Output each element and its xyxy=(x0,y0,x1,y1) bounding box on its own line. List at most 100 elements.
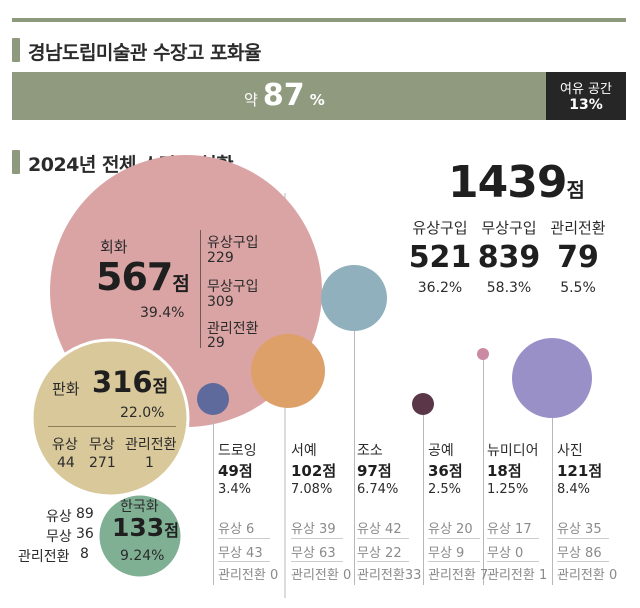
category-donated: 무상 86 xyxy=(557,546,602,561)
painting-label-transfer: 관리전환 xyxy=(207,321,259,337)
category-paid: 유상 42 xyxy=(357,522,402,537)
category-paid: 유상 17 xyxy=(487,522,532,537)
category-paid: 유상 20 xyxy=(428,522,473,537)
print-label-transfer: 관리전환 xyxy=(125,437,177,453)
painting-percent: 39.4% xyxy=(140,305,185,321)
drawing-bubble xyxy=(197,383,229,415)
korean-value-transfer: 8 xyxy=(80,546,89,562)
category-separator xyxy=(557,561,609,562)
category-separator xyxy=(218,561,270,562)
category-paid: 유상 39 xyxy=(291,522,336,537)
category-count-unit: 점 xyxy=(322,462,337,480)
category-count-unit: 점 xyxy=(377,462,392,480)
category-count-value: 97 xyxy=(357,462,378,480)
category-percent: 1.25% xyxy=(487,482,529,497)
total-unit: 점 xyxy=(566,178,585,202)
korean-count-value: 133 xyxy=(112,513,165,542)
section-title-saturation: 경남도립미술관 수장고 포화율 xyxy=(28,42,261,64)
category-count-unit: 점 xyxy=(238,462,253,480)
category-separator xyxy=(218,538,270,539)
category-percent: 7.08% xyxy=(291,482,333,497)
category-count: 102점 xyxy=(291,460,336,481)
section-marker xyxy=(12,150,20,174)
painting-label-donated: 무상구입 xyxy=(207,279,259,295)
free-label: 여유 공간 xyxy=(560,82,612,97)
category-separator xyxy=(428,561,480,562)
category-count: 97점 xyxy=(357,460,392,481)
newmedia-stem xyxy=(483,360,484,585)
category-separator xyxy=(291,561,343,562)
korean-value-paid: 89 xyxy=(76,506,94,522)
print-count-value: 316 xyxy=(92,365,153,399)
sculpture-bubble xyxy=(321,265,387,331)
photo-stem xyxy=(552,418,553,585)
total-pct-donated: 58.3% xyxy=(486,280,532,296)
korean-label-paid: 유상 xyxy=(46,509,72,525)
total-value-donated: 839 xyxy=(477,240,541,275)
total-value-paid: 521 xyxy=(408,240,472,275)
saturation-free-bar: 여유 공간 13% xyxy=(546,72,626,120)
category-count-value: 102 xyxy=(291,462,323,480)
category-separator xyxy=(357,538,409,539)
total-count: 1439점 xyxy=(448,157,585,208)
category-percent: 3.4% xyxy=(218,482,252,497)
category-count-unit: 점 xyxy=(448,462,463,480)
free-value: 13% xyxy=(569,97,603,113)
category-donated: 무상 9 xyxy=(428,546,465,561)
category-count-value: 36 xyxy=(428,462,449,480)
korean-painting-name: 한국화 xyxy=(120,499,159,515)
used-unit: % xyxy=(309,91,325,109)
category-separator xyxy=(557,538,609,539)
used-label: 약 87 % xyxy=(244,78,325,113)
category-paid: 유상 6 xyxy=(218,522,255,537)
craft-stem xyxy=(423,415,424,585)
category-transfer: 관리전환 7 xyxy=(428,568,489,583)
print-name: 판화 xyxy=(52,380,80,398)
print-bubble xyxy=(30,338,190,498)
korean-label-donated: 무상 xyxy=(46,529,72,545)
category-count: 36점 xyxy=(428,460,463,481)
category-transfer: 관리전환33 xyxy=(357,568,422,583)
category-name: 서예 xyxy=(291,443,317,459)
korean-value-donated: 36 xyxy=(76,526,94,542)
craft-bubble xyxy=(412,393,434,415)
photo-bubble xyxy=(512,338,592,418)
total-pct-paid: 36.2% xyxy=(417,280,463,296)
category-count-value: 121 xyxy=(557,462,589,480)
print-count-unit: 점 xyxy=(152,377,169,397)
painting-value-donated: 309 xyxy=(207,294,234,310)
category-percent: 2.5% xyxy=(428,482,462,497)
painting-name: 회화 xyxy=(100,238,128,256)
category-count: 121점 xyxy=(557,460,602,481)
category-name: 공예 xyxy=(428,443,454,459)
used-value: 87 xyxy=(262,78,305,113)
category-separator xyxy=(428,538,480,539)
category-name: 뉴미디어 xyxy=(487,443,539,459)
category-count-unit: 점 xyxy=(507,462,522,480)
sculpture-stem xyxy=(354,331,355,585)
korean-painting-bubble xyxy=(96,492,184,580)
category-separator xyxy=(487,538,539,539)
category-transfer: 관리전환 0 xyxy=(557,568,618,583)
drawing-stem xyxy=(213,415,214,585)
painting-label-paid: 유상구입 xyxy=(207,235,259,251)
category-count: 18점 xyxy=(487,460,522,481)
korean-label-transfer: 관리전환 xyxy=(18,549,70,565)
painting-count-unit: 점 xyxy=(172,273,190,295)
print-divider xyxy=(48,426,176,427)
category-count-value: 18 xyxy=(487,462,508,480)
print-count: 316점 xyxy=(92,365,168,399)
painting-count: 567점 xyxy=(96,255,190,299)
category-percent: 6.74% xyxy=(357,482,399,497)
korean-painting-percent: 9.24% xyxy=(120,548,165,564)
category-name: 드로잉 xyxy=(218,443,257,459)
category-transfer: 관리전환 1 xyxy=(487,568,548,583)
category-separator xyxy=(291,538,343,539)
saturation-used-bar: 약 87 % xyxy=(12,72,546,120)
print-value-paid: 44 xyxy=(57,455,75,471)
category-donated: 무상 0 xyxy=(487,546,524,561)
total-label-donated: 무상구입 xyxy=(481,219,537,237)
painting-value-transfer: 29 xyxy=(207,335,225,351)
category-separator xyxy=(357,561,409,562)
